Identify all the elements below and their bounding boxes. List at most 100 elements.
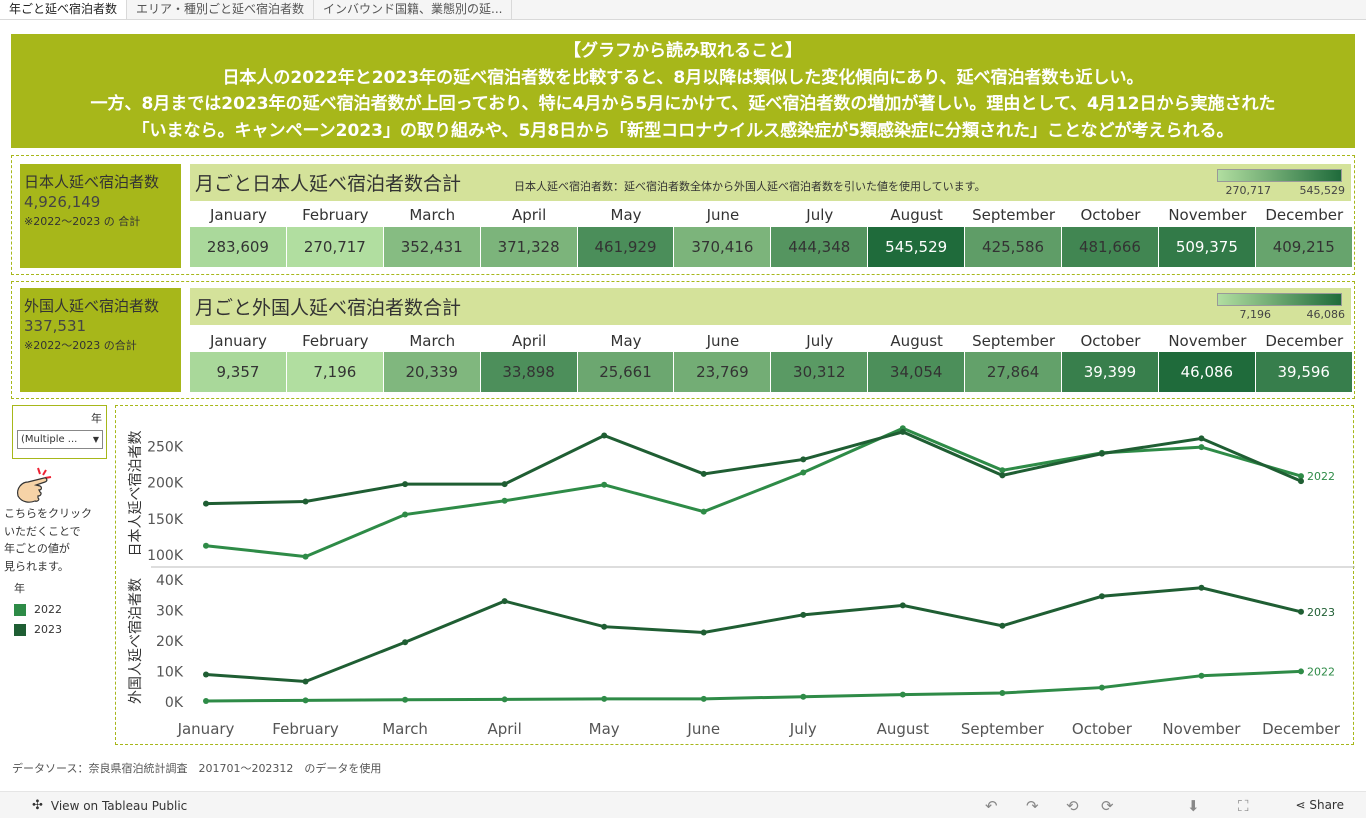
data-point-2023[interactable]: [501, 598, 508, 605]
data-point-2022[interactable]: [800, 693, 807, 700]
heatmap-cell[interactable]: 39,399: [1062, 352, 1159, 392]
data-point-2023[interactable]: [1298, 608, 1304, 615]
data-point-2022[interactable]: [203, 542, 209, 549]
data-point-2022[interactable]: [501, 696, 508, 703]
revert-icon[interactable]: ⟲: [1066, 797, 1079, 815]
data-point-2023[interactable]: [601, 432, 608, 439]
data-point-2023[interactable]: [601, 623, 608, 630]
data-source-note: データソース：奈良県宿泊統計調査 201701～202312 のデータを使用: [12, 762, 382, 775]
x-tick-label: April: [487, 720, 521, 738]
foreign-title-bar: 月ごと外国人延べ宿泊者数合計 7,196 46,086: [190, 288, 1351, 325]
heatmap-cell[interactable]: 27,864: [965, 352, 1063, 392]
data-point-2023[interactable]: [1198, 435, 1205, 442]
data-point-2023[interactable]: [203, 500, 209, 507]
heatmap-cell[interactable]: 20,339: [383, 352, 481, 392]
data-point-2022[interactable]: [700, 508, 707, 515]
tab-1[interactable]: エリア・種別ごと延べ宿泊者数: [127, 0, 315, 19]
undo-icon[interactable]: ↶: [985, 797, 998, 815]
download-icon[interactable]: ⬇: [1187, 797, 1200, 815]
data-point-2023[interactable]: [700, 470, 707, 477]
heatmap-cell[interactable]: 509,375: [1158, 227, 1256, 267]
data-point-2023[interactable]: [302, 498, 309, 505]
y-axis-label: 外国人延べ宿泊者数: [127, 578, 144, 704]
year-filter-label: 年: [91, 412, 102, 425]
heatmap-cell[interactable]: 409,215: [1255, 227, 1353, 267]
heatmap-cell[interactable]: 30,312: [771, 352, 869, 392]
data-point-2022[interactable]: [1298, 668, 1304, 675]
data-point-2023[interactable]: [700, 629, 707, 636]
data-point-2023[interactable]: [302, 678, 309, 685]
legend-item-2023[interactable]: 2023: [14, 623, 62, 636]
data-point-2023[interactable]: [203, 671, 209, 678]
data-point-2023[interactable]: [999, 472, 1006, 479]
heatmap-cell[interactable]: 25,661: [577, 352, 675, 392]
data-point-2023[interactable]: [1298, 478, 1304, 485]
heatmap-cell[interactable]: 352,431: [383, 227, 481, 267]
data-point-2023[interactable]: [899, 428, 906, 435]
data-point-2022[interactable]: [402, 696, 409, 703]
data-point-2023[interactable]: [1098, 593, 1105, 600]
refresh-icon[interactable]: ⟳: [1101, 797, 1114, 815]
data-point-2022[interactable]: [700, 695, 707, 702]
year-filter-dropdown[interactable]: (Multiple ... ▼: [17, 430, 103, 449]
data-point-2023[interactable]: [800, 611, 807, 618]
data-point-2022[interactable]: [601, 481, 608, 488]
data-point-2022[interactable]: [203, 697, 209, 704]
data-point-2023[interactable]: [501, 481, 508, 488]
heatmap-cell[interactable]: 461,929: [577, 227, 675, 267]
data-point-2023[interactable]: [899, 602, 906, 609]
month-label: December: [1265, 332, 1344, 350]
data-point-2023[interactable]: [402, 639, 409, 646]
data-point-2022[interactable]: [1198, 672, 1205, 679]
heatmap-cell[interactable]: 23,769: [674, 352, 772, 392]
data-point-2022[interactable]: [402, 511, 409, 518]
heatmap-cell[interactable]: 371,328: [480, 227, 578, 267]
series-line-2023: [205, 430, 1302, 506]
heatmap-cell[interactable]: 425,586: [965, 227, 1063, 267]
data-point-2022[interactable]: [1098, 684, 1105, 691]
data-point-2022[interactable]: [302, 553, 309, 560]
heatmap-cell[interactable]: 545,529: [868, 227, 966, 267]
data-point-2022[interactable]: [501, 497, 508, 504]
month-label: February: [302, 332, 369, 350]
redo-icon[interactable]: ↷: [1026, 797, 1039, 815]
month-label: December: [1265, 206, 1344, 224]
tab-0[interactable]: 年ごと延べ宿泊者数: [0, 0, 128, 19]
data-point-2022[interactable]: [899, 691, 906, 698]
heatmap-cell[interactable]: 33,898: [480, 352, 578, 392]
data-point-2023[interactable]: [999, 622, 1006, 629]
data-point-2023[interactable]: [402, 481, 409, 488]
heatmap-cell[interactable]: 9,357: [190, 352, 287, 392]
tab-2[interactable]: インバウンド国籍、業態別の延...: [314, 0, 513, 19]
heatmap-cell[interactable]: 7,196: [286, 352, 384, 392]
foreign-total-box: 外国人延べ宿泊者数 337,531 ※2022～2023 の合計: [20, 288, 181, 392]
data-point-2023[interactable]: [800, 456, 807, 463]
heatmap-cell[interactable]: 370,416: [674, 227, 772, 267]
series-end-label: 2022: [1307, 665, 1335, 678]
heatmap-cell[interactable]: 39,596: [1255, 352, 1353, 392]
data-point-2023[interactable]: [1098, 450, 1105, 457]
heatmap-cell[interactable]: 34,054: [868, 352, 966, 392]
share-button[interactable]: ⋖ Share: [1295, 798, 1344, 812]
data-point-2022[interactable]: [999, 467, 1006, 474]
x-tick-label: January: [177, 720, 235, 738]
data-point-2023[interactable]: [1198, 584, 1205, 591]
data-point-2022[interactable]: [800, 469, 807, 476]
x-tick-label: November: [1162, 720, 1241, 738]
data-point-2022[interactable]: [1198, 444, 1205, 451]
heatmap-cell[interactable]: 270,717: [286, 227, 384, 267]
heatmap-cell[interactable]: 283,609: [190, 227, 287, 267]
month-label: July: [806, 206, 834, 224]
data-point-2022[interactable]: [1298, 473, 1304, 480]
heatmap-cell[interactable]: 481,666: [1062, 227, 1159, 267]
data-point-2022[interactable]: [601, 695, 608, 702]
legend-item-2022[interactable]: 2022: [14, 603, 62, 616]
month-label: March: [409, 206, 456, 224]
line-chart: 日本人延べ宿泊者数 100K 150K 200K 250K 2022 外国人延べ宿泊者数 0K…: [127, 425, 1355, 738]
data-point-2022[interactable]: [999, 690, 1006, 697]
heatmap-cell[interactable]: 444,348: [771, 227, 869, 267]
fullscreen-icon[interactable]: ⛶: [1238, 797, 1249, 815]
data-point-2022[interactable]: [302, 697, 309, 704]
heatmap-cell[interactable]: 46,086: [1158, 352, 1256, 392]
view-on-tableau-public-link[interactable]: ✣ View on Tableau Public: [32, 798, 187, 813]
